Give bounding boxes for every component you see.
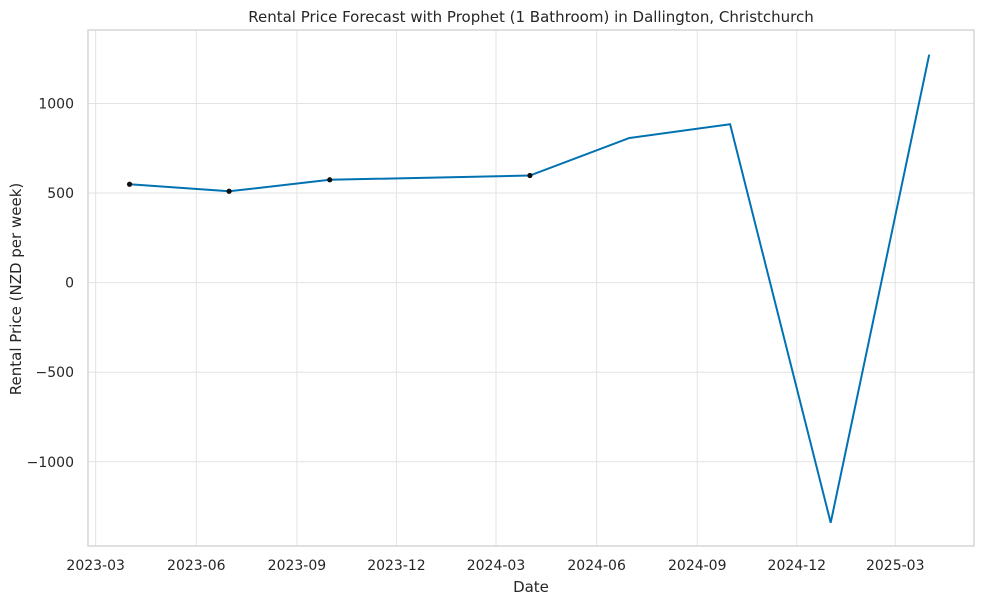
x-tick-label: 2023-03 bbox=[66, 558, 125, 574]
x-tick-labels: 2023-03 2023-06 2023-09 2023-12 2024-03 2024-… bbox=[66, 558, 924, 574]
y-tick-label: 500 bbox=[47, 186, 74, 202]
y-tick-labels: −1000 −500 0 500 1000 bbox=[27, 96, 74, 470]
chart-title: Rental Price Forecast with Prophet (1 Ba… bbox=[248, 8, 814, 26]
observed-point bbox=[527, 172, 533, 179]
series-layer bbox=[129, 54, 931, 523]
y-tick-label: 1000 bbox=[38, 96, 74, 112]
y-tick-label: −1000 bbox=[27, 455, 74, 471]
x-tick-label: 2023-06 bbox=[167, 558, 226, 574]
plot-frame bbox=[87, 29, 975, 547]
y-tick-label: −500 bbox=[36, 365, 74, 381]
y-tick-label: 0 bbox=[65, 276, 74, 292]
grid-layer bbox=[88, 30, 974, 546]
x-tick-label: 2024-12 bbox=[768, 558, 827, 574]
x-tick-label: 2023-09 bbox=[268, 558, 327, 574]
x-tick-label: 2024-06 bbox=[567, 558, 626, 574]
forecast-line bbox=[129, 54, 931, 523]
x-tick-label: 2024-09 bbox=[668, 558, 727, 574]
x-tick-label: 2024-03 bbox=[467, 558, 526, 574]
y-axis-title: Rental Price (NZD per week) bbox=[7, 183, 25, 395]
observed-point bbox=[126, 181, 133, 187]
x-tick-label: 2025-03 bbox=[866, 558, 925, 574]
observed-point bbox=[327, 177, 333, 183]
x-axis-title: Date bbox=[513, 578, 549, 596]
observed-points bbox=[126, 172, 533, 194]
observed-point bbox=[226, 188, 232, 194]
x-tick-label: 2023-12 bbox=[367, 558, 426, 574]
